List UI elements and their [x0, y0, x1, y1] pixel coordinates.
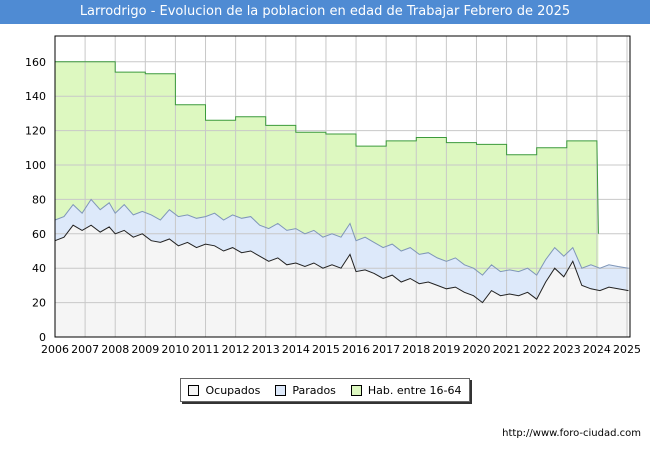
legend-label-parados: Parados — [292, 383, 336, 397]
series-line-parados — [54, 198, 629, 276]
x-tick-label-2012: 2012 — [222, 343, 250, 356]
x-tick-label-2023: 2023 — [553, 343, 581, 356]
legend-label-hab: Hab. entre 16-64 — [367, 383, 462, 397]
x-tick-label-2008: 2008 — [101, 343, 129, 356]
legend-swatch-hab — [350, 384, 362, 396]
x-tick-label-2021: 2021 — [493, 343, 521, 356]
x-tick-label-2006: 2006 — [41, 343, 69, 356]
legend-swatch-parados — [275, 384, 287, 396]
y-tick-label-20: 20 — [32, 297, 46, 310]
x-tick-label-2015: 2015 — [312, 343, 340, 356]
x-tick-label-2017: 2017 — [372, 343, 400, 356]
x-tick-label-2007: 2007 — [71, 343, 99, 356]
legend-item-parados: Parados — [275, 384, 336, 397]
x-tick-label-2025: 2025 — [613, 343, 641, 356]
x-tick-label-2022: 2022 — [523, 343, 551, 356]
series-line-ocupados — [54, 224, 629, 304]
chart-legend: Ocupados Parados Hab. entre 16-64 — [180, 378, 470, 402]
legend-item-hab: Hab. entre 16-64 — [350, 383, 462, 397]
y-tick-label-80: 80 — [32, 193, 46, 206]
x-tick-label-2010: 2010 — [161, 343, 189, 356]
y-tick-label-0: 0 — [39, 331, 46, 344]
series-area-ocupados — [55, 225, 629, 337]
y-tick-label-100: 100 — [25, 159, 46, 172]
y-tick-label-60: 60 — [32, 228, 46, 241]
y-tick-label-120: 120 — [25, 125, 46, 138]
x-tick-label-2013: 2013 — [252, 343, 280, 356]
x-tick-label-2011: 2011 — [192, 343, 220, 356]
y-tick-label-140: 140 — [25, 90, 46, 103]
chart-title: Larrodrigo - Evolucion de la poblacion e… — [0, 0, 650, 24]
x-tick-label-2014: 2014 — [282, 343, 310, 356]
y-tick-label-160: 160 — [25, 56, 46, 69]
x-tick-label-2019: 2019 — [432, 343, 460, 356]
source-link[interactable]: http://www.foro-ciudad.com — [502, 428, 641, 439]
y-tick-label-40: 40 — [32, 262, 46, 275]
x-tick-label-2024: 2024 — [583, 343, 611, 356]
legend-swatch-ocupados — [188, 384, 200, 396]
legend-label-ocupados: Ocupados — [205, 383, 261, 397]
x-tick-label-2020: 2020 — [462, 343, 490, 356]
legend-item-ocupados: Ocupados — [188, 384, 260, 397]
plot-border — [54, 35, 631, 338]
x-tick-label-2018: 2018 — [402, 343, 430, 356]
series-line-hab-entre-16-64 — [55, 61, 599, 234]
x-tick-label-2009: 2009 — [131, 343, 159, 356]
x-tick-label-2016: 2016 — [342, 343, 370, 356]
